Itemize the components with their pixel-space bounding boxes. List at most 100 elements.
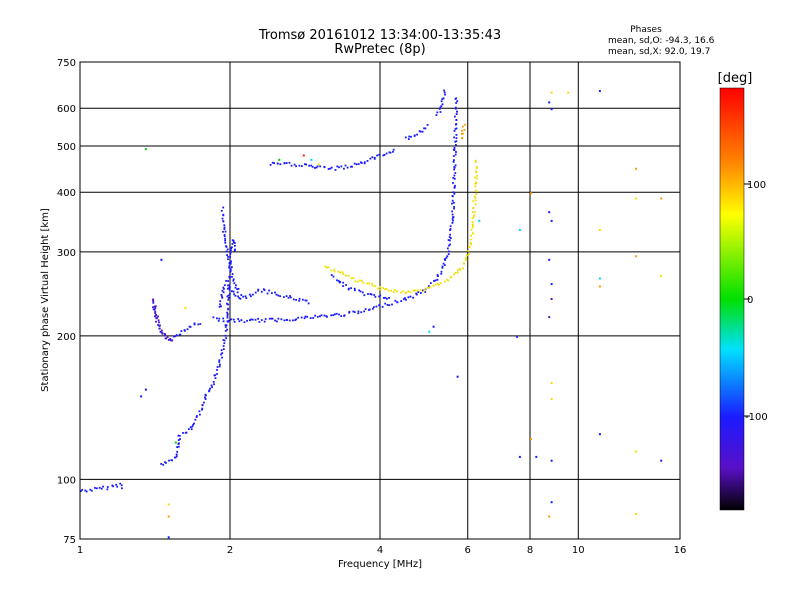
data-point	[455, 127, 458, 130]
data-point	[518, 229, 521, 231]
data-point	[355, 163, 358, 166]
data-point	[233, 242, 236, 244]
data-point	[474, 176, 476, 179]
data-point	[222, 213, 225, 216]
data-point	[221, 289, 224, 292]
data-point	[339, 271, 342, 274]
data-point	[226, 313, 229, 315]
data-point	[188, 325, 191, 328]
data-point	[219, 300, 222, 303]
data-point	[439, 111, 442, 113]
data-point	[635, 197, 638, 200]
data-point	[160, 258, 163, 261]
data-point	[233, 321, 236, 323]
data-point	[345, 284, 347, 286]
data-point	[178, 434, 181, 437]
data-point	[225, 280, 227, 282]
data-point	[407, 296, 410, 299]
data-point	[227, 319, 230, 322]
data-point	[474, 161, 477, 164]
data-point	[444, 93, 446, 96]
data-point	[229, 256, 231, 258]
data-point	[218, 359, 221, 362]
data-point	[357, 312, 360, 315]
data-point	[452, 177, 455, 179]
data-point	[550, 501, 553, 504]
data-point	[213, 383, 215, 386]
data-point	[354, 289, 356, 292]
data-point	[456, 100, 459, 103]
data-point	[445, 256, 448, 259]
data-point	[211, 386, 213, 389]
data-point	[226, 254, 228, 256]
data-point	[370, 293, 373, 296]
data-point	[367, 293, 369, 295]
info-line-o: mean, sd,O: -94.3, 16.6	[608, 36, 715, 46]
data-point	[336, 279, 338, 282]
data-point	[235, 284, 237, 287]
data-point	[350, 287, 352, 289]
data-point	[378, 295, 381, 298]
data-point	[366, 160, 369, 162]
data-point	[455, 102, 458, 104]
data-point	[351, 165, 353, 168]
data-point	[412, 296, 414, 299]
data-point	[478, 219, 481, 222]
data-point	[155, 314, 157, 316]
data-point	[222, 345, 225, 347]
data-point	[192, 423, 194, 426]
data-point	[226, 320, 229, 323]
data-point	[475, 167, 478, 170]
data-point	[419, 130, 422, 133]
data-point	[475, 190, 478, 193]
data-point	[212, 316, 215, 319]
data-point	[453, 174, 456, 177]
data-point	[332, 314, 335, 316]
data-point	[446, 278, 448, 281]
data-point	[249, 319, 251, 322]
data-point	[474, 195, 476, 198]
x-tick-label: 1	[77, 545, 83, 556]
data-point	[310, 164, 313, 167]
data-point	[223, 288, 225, 290]
data-point	[269, 164, 272, 166]
data-point	[373, 158, 376, 160]
data-point	[308, 164, 311, 167]
data-point	[377, 287, 380, 290]
data-point	[155, 320, 157, 323]
data-point	[567, 91, 570, 94]
data-point	[285, 295, 288, 297]
data-point	[232, 279, 235, 282]
data-point	[476, 166, 478, 168]
data-point	[451, 195, 454, 198]
data-point	[223, 224, 226, 227]
data-point	[220, 353, 222, 356]
data-point	[550, 298, 553, 300]
data-point	[116, 485, 119, 488]
data-point	[230, 318, 233, 321]
data-point	[89, 488, 92, 491]
data-point	[462, 132, 464, 135]
data-point	[474, 197, 477, 199]
info-heading: Phases	[630, 25, 662, 35]
data-point	[234, 248, 236, 251]
data-point	[530, 438, 532, 441]
x-tick-label: 8	[527, 545, 533, 556]
data-point	[438, 108, 441, 110]
data-point	[412, 289, 415, 292]
data-point	[635, 255, 638, 258]
x-axis-ticks: 1 2 4 6 8 10 16	[77, 545, 687, 556]
data-point	[294, 319, 297, 321]
data-point	[471, 223, 474, 226]
data-point	[450, 276, 453, 278]
data-point	[100, 487, 103, 490]
x-tick-label: 16	[674, 545, 687, 556]
data-point	[453, 168, 455, 171]
data-point	[333, 268, 336, 271]
data-point	[271, 292, 273, 295]
data-point	[416, 289, 419, 292]
data-point	[226, 316, 229, 319]
data-point	[454, 172, 457, 174]
data-point	[467, 250, 470, 252]
data-point	[455, 151, 457, 153]
